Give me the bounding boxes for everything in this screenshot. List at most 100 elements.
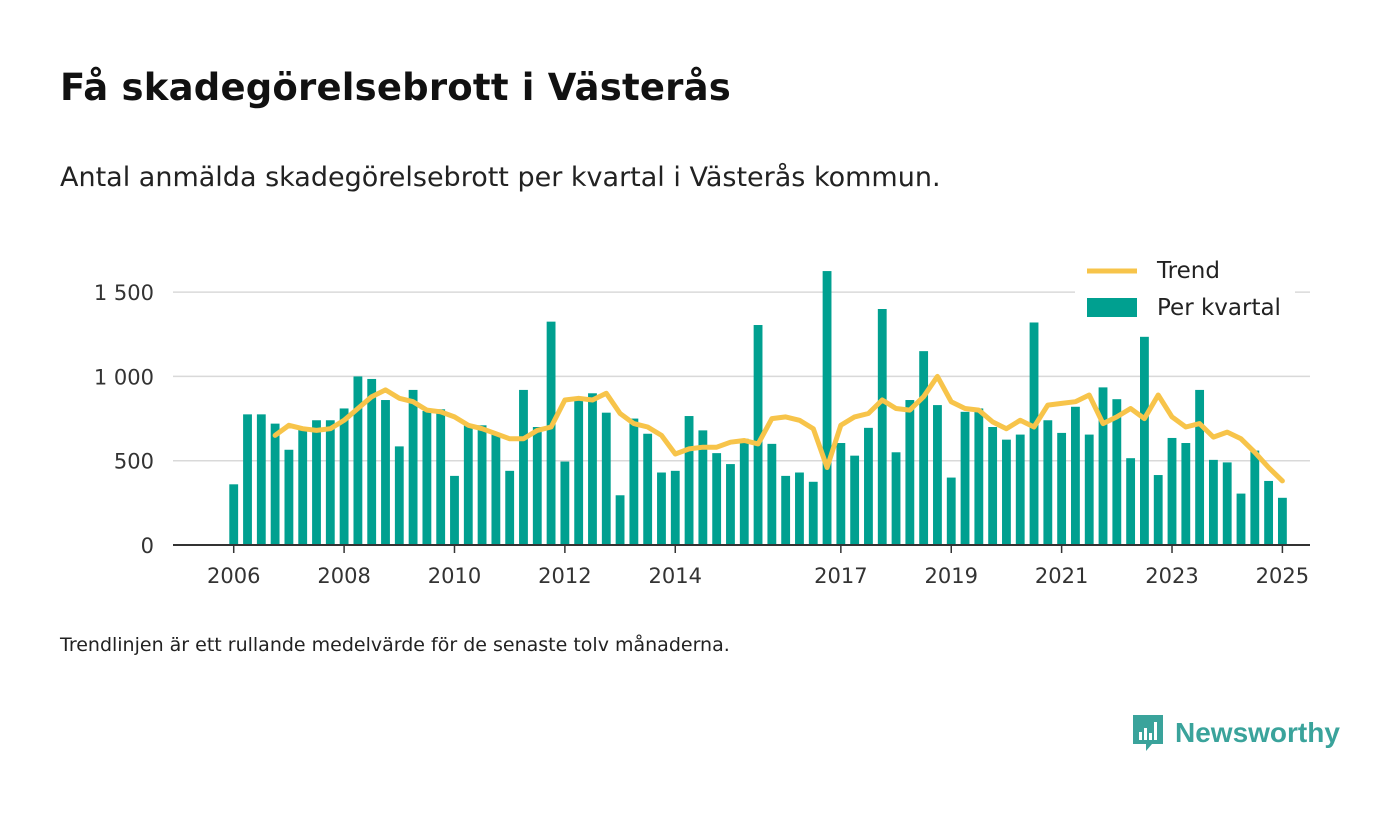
- bar: [256, 414, 266, 545]
- bar: [643, 433, 653, 545]
- bar: [1084, 434, 1094, 545]
- bar: [698, 430, 708, 545]
- bar: [1140, 336, 1149, 545]
- bar: [463, 425, 473, 545]
- bar: [836, 443, 846, 545]
- chart-title: Få skadegörelsebrott i Västerås: [60, 66, 731, 109]
- bar: [946, 477, 956, 545]
- x-tick-label: 2021: [1035, 564, 1088, 588]
- bar: [243, 414, 252, 545]
- bar: [1222, 462, 1232, 545]
- bar: [1029, 322, 1039, 545]
- bar: [1002, 439, 1011, 545]
- bar: [795, 472, 804, 545]
- bar: [450, 475, 459, 545]
- bar: [1057, 432, 1067, 545]
- bar: [422, 410, 432, 545]
- bar: [1264, 480, 1274, 545]
- y-tick-label: 1 500: [94, 281, 154, 305]
- bar: [1126, 458, 1136, 545]
- bar: [325, 420, 335, 545]
- y-tick-label: 0: [141, 534, 154, 558]
- legend-swatch-per-kvartal: [1087, 298, 1137, 317]
- chart-canvas: 2006 2008 2010 2012 2014 2017 2019 2021 2023 2025…: [93, 252, 1310, 588]
- x-tick-label: 2025: [1256, 564, 1309, 588]
- bar: [1250, 450, 1260, 545]
- bar: [781, 475, 791, 545]
- bar: [629, 418, 639, 545]
- bar: [270, 423, 280, 545]
- bar: [739, 438, 749, 545]
- bar: [519, 389, 528, 545]
- bars-series-per-kvartal: [229, 271, 1287, 545]
- brand: Newsworthy: [1131, 711, 1340, 755]
- bar: [1043, 420, 1053, 545]
- bar: [312, 420, 321, 545]
- bar: [670, 470, 680, 545]
- line-series-trend: [272, 373, 1285, 484]
- trend-line: [272, 373, 1285, 484]
- bar: [808, 481, 818, 545]
- chart-subtitle: Antal anmälda skadegörelsebrott per kvar…: [60, 162, 941, 193]
- bar: [1015, 434, 1025, 545]
- bar: [298, 428, 308, 545]
- bar: [408, 389, 418, 545]
- x-tick-label: 2010: [428, 564, 481, 588]
- legend-label-trend: Trend: [1156, 258, 1220, 284]
- legend-label-per-kvartal: Per kvartal: [1157, 295, 1281, 321]
- bar: [1071, 406, 1080, 545]
- y-tick-label: 500: [114, 450, 154, 474]
- footnote: Trendlinjen är ett rullande medelvärde f…: [60, 634, 730, 656]
- bar: [436, 409, 446, 545]
- bar: [1277, 497, 1287, 545]
- bar: [1208, 459, 1218, 545]
- bar: [381, 400, 390, 545]
- x-tick-label: 2023: [1145, 564, 1198, 588]
- legend: Trend Per kvartal: [1075, 252, 1295, 328]
- x-tick-label: 2014: [649, 564, 702, 588]
- bar: [588, 393, 597, 545]
- bar: [684, 416, 694, 545]
- x-tick-label: 2017: [814, 564, 867, 588]
- x-tick-label: 2008: [317, 564, 370, 588]
- bar: [477, 425, 487, 545]
- y-axis-tick-labels: 0 500 1 000 1 500: [94, 281, 154, 558]
- bar: [394, 446, 404, 545]
- bar: [1112, 399, 1122, 545]
- bar: [877, 309, 887, 545]
- newsworthy-logo-icon: [1133, 715, 1163, 751]
- bar: [1153, 475, 1163, 545]
- bar: [864, 427, 873, 545]
- bar: [988, 427, 998, 545]
- bar: [712, 453, 722, 545]
- bar: [353, 376, 363, 545]
- bar: [905, 400, 915, 545]
- bar: [1181, 443, 1191, 545]
- bar: [574, 398, 584, 545]
- bar: [339, 408, 349, 545]
- bar: [532, 427, 542, 545]
- bar: [615, 495, 625, 545]
- x-tick-label: 2019: [925, 564, 978, 588]
- bar: [1236, 493, 1246, 545]
- brand-name: Newsworthy: [1175, 717, 1340, 748]
- bar: [726, 464, 735, 545]
- bar: [753, 325, 763, 545]
- bar: [850, 455, 860, 545]
- bar: [767, 443, 777, 545]
- bar: [933, 405, 942, 545]
- bar: [491, 432, 501, 545]
- bar: [284, 449, 294, 545]
- bar: [974, 408, 984, 545]
- bar: [657, 472, 666, 545]
- bar: [546, 321, 556, 545]
- y-tick-label: 1 000: [94, 365, 154, 389]
- bar: [1167, 437, 1177, 545]
- bar: [822, 271, 832, 545]
- bar: [560, 461, 570, 545]
- bar: [919, 351, 929, 545]
- bar: [891, 452, 901, 545]
- bar: [601, 412, 611, 545]
- bar: [505, 470, 515, 545]
- bar: [367, 378, 377, 545]
